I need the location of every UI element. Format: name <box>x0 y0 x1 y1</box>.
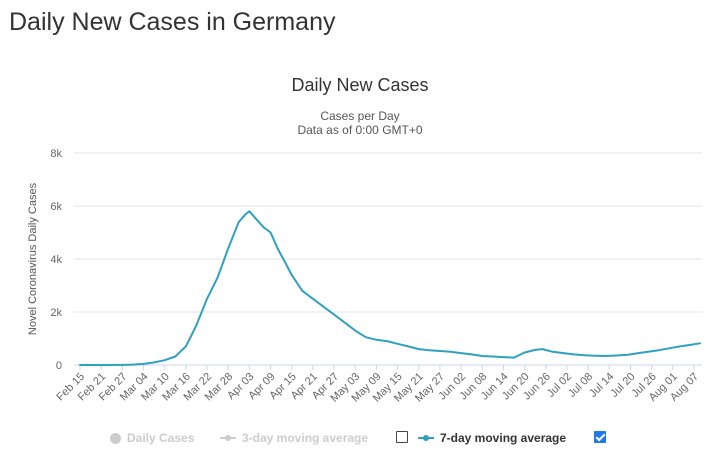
y-tick-label: 2k <box>50 307 62 319</box>
data-point <box>276 247 279 250</box>
series-layer <box>79 210 701 366</box>
data-point <box>312 298 314 300</box>
data-point <box>689 344 692 346</box>
checkbox-7-day-average[interactable] <box>594 431 606 443</box>
data-point <box>481 355 484 357</box>
chart-title: Daily New Cases <box>291 75 428 95</box>
data-point <box>396 343 399 345</box>
data-point <box>605 355 607 357</box>
data-point <box>513 356 515 359</box>
data-point <box>301 290 304 292</box>
data-point <box>206 298 208 300</box>
data-point <box>594 354 596 357</box>
chart-subtitle-line-2: Data as of 0:00 GMT+0 <box>297 123 422 137</box>
data-point <box>100 364 102 366</box>
data-point <box>375 339 378 341</box>
data-point <box>502 356 505 358</box>
data-point <box>636 352 639 355</box>
data-point <box>470 353 473 356</box>
data-point <box>492 355 494 358</box>
y-tick-label: 8k <box>50 148 62 160</box>
data-point <box>523 351 526 354</box>
data-point <box>245 213 247 215</box>
chart-subtitle-line-1: Cases per Day <box>320 109 399 123</box>
legend: Daily Cases 3-day moving average 7-day m… <box>0 428 716 448</box>
data-point <box>365 336 367 339</box>
data-point <box>657 349 660 352</box>
checkbox-3-day-average[interactable] <box>396 431 408 443</box>
data-point <box>615 354 618 357</box>
data-point <box>216 276 219 279</box>
data-point <box>322 305 325 308</box>
data-point <box>534 349 536 351</box>
data-point <box>195 324 198 327</box>
data-point <box>333 313 335 316</box>
data-point <box>79 364 81 366</box>
data-point <box>248 210 251 213</box>
y-tick-label: 4k <box>50 254 62 266</box>
data-point <box>262 226 265 228</box>
page-heading: Daily New Cases in Germany <box>9 8 336 36</box>
data-point <box>343 321 346 324</box>
y-tick-label: 0 <box>56 360 62 372</box>
y-tick-labels: 0 2k 4k 6k 8k <box>50 148 62 372</box>
data-point <box>439 350 441 352</box>
data-point <box>290 274 293 276</box>
data-point <box>163 359 166 362</box>
legend-item-daily-cases[interactable]: Daily Cases <box>110 428 194 448</box>
legend-label-7-day-average: 7-day moving average <box>440 431 567 445</box>
data-point <box>552 351 554 353</box>
data-point <box>626 354 628 356</box>
circle-marker-icon <box>110 432 121 444</box>
data-point <box>699 342 701 345</box>
data-point <box>668 347 671 350</box>
data-point <box>174 355 177 358</box>
data-point <box>142 363 145 365</box>
data-point <box>386 340 388 342</box>
data-point <box>460 352 462 354</box>
legend-label-3-day-average: 3-day moving average <box>242 431 369 445</box>
gridlines <box>74 152 702 366</box>
data-point <box>573 353 575 356</box>
data-point <box>238 221 240 223</box>
y-tick-label: 6k <box>50 201 62 213</box>
data-point <box>227 247 229 250</box>
data-point <box>283 260 286 263</box>
data-point <box>269 231 272 234</box>
data-point <box>647 351 649 353</box>
line-marker-icon <box>220 435 236 441</box>
data-point <box>153 361 155 364</box>
data-point <box>583 354 586 357</box>
line-marker-icon <box>418 435 434 441</box>
legend-item-3-day-average[interactable]: 3-day moving average <box>220 428 368 448</box>
data-point <box>428 349 431 352</box>
y-axis-label: Novel Coronavirus Daily Cases <box>27 182 39 335</box>
series-line-7-day-average <box>79 210 701 366</box>
data-point <box>679 345 681 348</box>
data-point <box>562 352 565 354</box>
legend-label-daily-cases: Daily Cases <box>127 431 195 445</box>
data-point <box>132 363 134 366</box>
data-point <box>185 345 187 348</box>
data-point <box>449 351 452 353</box>
data-point <box>541 348 544 350</box>
legend-item-7-day-average[interactable]: 7-day moving average <box>418 428 566 448</box>
data-point <box>418 348 420 350</box>
data-point <box>407 345 410 348</box>
data-point <box>354 329 357 332</box>
data-point <box>121 364 124 366</box>
data-point <box>255 218 258 221</box>
